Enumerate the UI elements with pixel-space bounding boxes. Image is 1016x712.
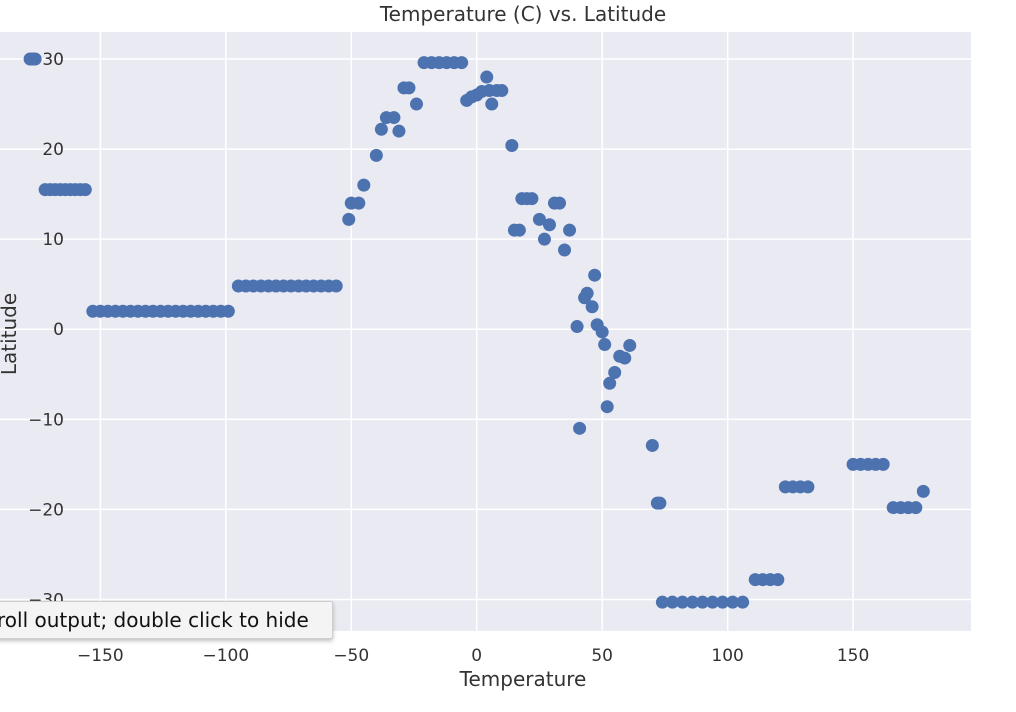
x-tick-labels: −150 −100 −50 0 50 100 150 (77, 646, 869, 666)
data-point (392, 124, 406, 138)
data-point (716, 595, 730, 609)
data-point (608, 365, 622, 379)
data-point (706, 595, 720, 609)
data-point (685, 595, 699, 609)
chart-title: Temperature (C) vs. Latitude (379, 2, 666, 26)
x-tick-label: 0 (471, 646, 482, 666)
data-point (655, 595, 669, 609)
data-point (342, 212, 356, 226)
data-point (221, 304, 235, 318)
data-point (653, 496, 667, 510)
data-point (623, 338, 637, 352)
x-axis-label: Temperature (459, 667, 587, 691)
data-point (570, 320, 584, 334)
data-point (696, 595, 710, 609)
data-point (387, 111, 401, 125)
data-point (532, 212, 546, 226)
data-point (573, 421, 587, 435)
data-point (876, 457, 890, 471)
data-point (603, 376, 617, 390)
data-point (410, 97, 424, 111)
y-tick-label: −10 (28, 410, 64, 430)
x-tick-label: 100 (711, 646, 743, 666)
data-point (598, 338, 612, 352)
y-tick-label: 30 (42, 50, 64, 70)
y-tick-label: 10 (42, 230, 64, 250)
data-point (618, 351, 632, 365)
data-point (675, 595, 689, 609)
data-point (28, 52, 42, 66)
data-point (495, 84, 509, 98)
y-tick-label: 0 (53, 320, 64, 340)
data-point (909, 501, 923, 515)
x-tick-label: −100 (202, 646, 249, 666)
data-point (537, 232, 551, 246)
x-tick-label: −150 (77, 646, 124, 666)
data-point (357, 178, 371, 192)
x-tick-label: 50 (591, 646, 613, 666)
data-point (485, 97, 499, 111)
data-point (588, 268, 602, 282)
data-point (585, 300, 599, 314)
plot-background (0, 32, 971, 631)
data-point (352, 196, 366, 210)
data-point (736, 595, 750, 609)
data-point (645, 438, 659, 452)
data-point (369, 148, 383, 162)
data-point (542, 218, 556, 232)
data-point (563, 223, 577, 237)
data-point (329, 279, 343, 293)
y-tick-label: −20 (28, 500, 64, 520)
data-point (801, 480, 815, 494)
data-point (78, 183, 92, 197)
data-point (771, 573, 785, 587)
data-point (595, 325, 609, 339)
y-axis-label: Latitude (0, 293, 21, 375)
data-point (512, 223, 526, 237)
data-point (553, 196, 567, 210)
data-point (374, 122, 388, 136)
y-tick-label: 20 (42, 140, 64, 160)
data-point (402, 81, 416, 95)
data-points (23, 52, 930, 609)
y-gridlines (0, 58, 971, 601)
data-point (558, 243, 572, 257)
data-point (505, 138, 519, 152)
data-point (600, 400, 614, 414)
x-tick-label: 150 (837, 646, 869, 666)
data-point (580, 286, 594, 300)
x-gridlines (99, 32, 854, 631)
data-point (916, 484, 930, 498)
data-point (455, 56, 469, 70)
data-point (726, 595, 740, 609)
data-point (665, 595, 679, 609)
x-tick-label: −50 (333, 646, 369, 666)
scroll-output-tooltip[interactable]: roll output; double click to hide (0, 601, 333, 639)
data-point (480, 70, 494, 84)
data-point (525, 192, 539, 206)
